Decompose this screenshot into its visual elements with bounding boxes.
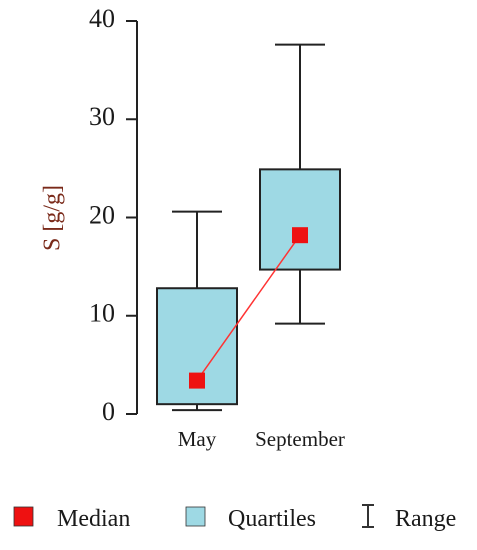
boxes-group	[156, 43, 341, 412]
median-marker	[292, 227, 308, 244]
y-tick-label: 0	[102, 397, 115, 426]
legend-median-label: Median	[57, 506, 130, 532]
y-tick-label: 30	[89, 102, 115, 131]
legend-median-swatch	[13, 506, 34, 527]
x-category-label: May	[178, 427, 217, 451]
legend-quartiles-label: Quartiles	[228, 506, 316, 532]
median-marker	[189, 372, 205, 389]
legend-quartiles-swatch	[185, 506, 206, 527]
legend-range-icon	[362, 504, 374, 528]
box-september	[259, 168, 341, 271]
median-connector-line	[196, 234, 301, 382]
y-axis-title: S [g/g]	[40, 185, 66, 251]
legend: Median Quartiles Range	[13, 504, 456, 532]
y-axis-ticks: 0 10 20 30 40	[89, 4, 137, 426]
median-markers	[189, 227, 308, 389]
legend-range-label: Range	[395, 506, 456, 532]
y-tick-label: 40	[89, 4, 115, 33]
y-tick-label: 10	[89, 299, 115, 328]
median-line-group	[196, 234, 301, 382]
y-tick-label: 20	[89, 200, 115, 229]
category-labels: May September	[178, 427, 345, 451]
x-category-label: September	[255, 427, 345, 451]
